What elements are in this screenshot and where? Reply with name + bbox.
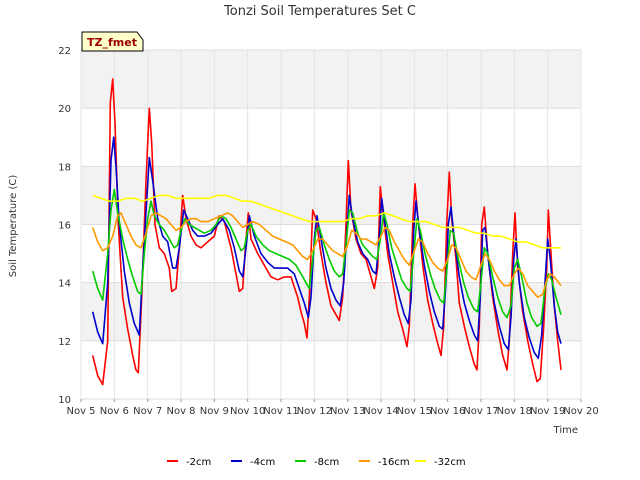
x-tick-label: Nov 20	[563, 406, 598, 417]
x-tick-label: Nov 5	[66, 406, 95, 417]
plot-band	[81, 282, 581, 341]
x-tick-label: Nov 12	[297, 406, 332, 417]
station-badge: TZ_fmet	[81, 31, 144, 52]
series-line--16cm	[91, 212, 562, 298]
y-tick-label: 18	[58, 162, 71, 173]
x-axis-label: Time	[553, 425, 578, 436]
y-tick-label: 20	[58, 104, 71, 115]
plot-band	[81, 166, 581, 225]
badge-shape	[81, 31, 144, 52]
y-tick-label: 16	[58, 221, 71, 232]
legend-entry--8cm: -8cm	[295, 457, 339, 468]
x-tick-label: Nov 15	[397, 406, 432, 417]
y-axis-label: Soil Temperature (C)	[8, 175, 19, 278]
badge-label: TZ_fmet	[87, 36, 137, 49]
x-tick-label: Nov 16	[430, 406, 465, 417]
y-tick-label: 22	[58, 46, 71, 57]
x-tick-label: Nov 7	[133, 406, 162, 417]
legend-label: -8cm	[314, 457, 339, 468]
x-tick-label: Nov 8	[166, 406, 195, 417]
y-tick-label: 10	[58, 395, 71, 406]
legend-label: -4cm	[250, 457, 275, 468]
legend-label: -2cm	[186, 457, 211, 468]
x-tick-label: Nov 13	[330, 406, 365, 417]
x-tick-label: Nov 10	[230, 406, 265, 417]
chart-title: Tonzi Soil Temperatures Set C	[223, 4, 416, 19]
legend-entry--32cm: -32cm	[415, 457, 466, 468]
legend-entry--2cm: -2cm	[167, 457, 211, 468]
legend-label: -16cm	[378, 457, 410, 468]
legend-entry--4cm: -4cm	[231, 457, 275, 468]
y-tick-label: 14	[58, 279, 71, 290]
x-tick-label: Nov 17	[463, 406, 498, 417]
x-tick-label: Nov 18	[497, 406, 532, 417]
legend-label: -32cm	[434, 457, 466, 468]
series-line--4cm	[91, 136, 562, 360]
x-tick-label: Nov 19	[530, 406, 565, 417]
x-tick-label: Nov 6	[100, 406, 129, 417]
y-tick-label: 12	[58, 337, 71, 348]
legend: -2cm -4cm -8cm -16cm -32cm	[167, 457, 466, 468]
x-tick-label: Nov 9	[200, 406, 229, 417]
x-tick-label: Nov 11	[263, 406, 298, 417]
x-tick-label: Nov 14	[363, 406, 398, 417]
series-line--8cm	[91, 188, 562, 328]
series-line--32cm	[92, 194, 561, 249]
plot-band	[81, 50, 581, 109]
legend-entry--16cm: -16cm	[359, 457, 410, 468]
y-axis-ticks: 10 12 14 16 18 20 22	[58, 46, 71, 406]
series-layer	[91, 78, 562, 386]
